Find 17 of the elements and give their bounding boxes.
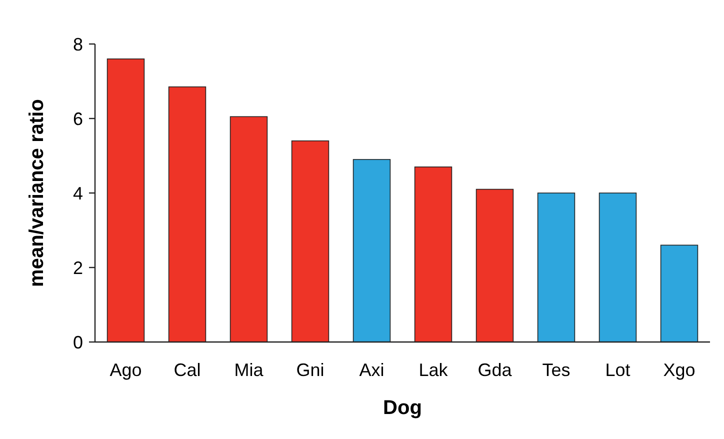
y-tick-label: 6 bbox=[72, 108, 83, 129]
x-tick-label: Mia bbox=[234, 360, 264, 380]
y-axis-title: mean/variance ratio bbox=[26, 99, 48, 287]
y-tick-label: 0 bbox=[72, 332, 83, 352]
y-tick-label: 8 bbox=[72, 34, 83, 54]
x-tick-label: Lot bbox=[605, 360, 630, 380]
y-tick-label: 2 bbox=[72, 258, 83, 278]
x-tick-label: Xgo bbox=[663, 360, 696, 380]
x-tick-label: Axi bbox=[359, 360, 384, 380]
x-tick-label: Lak bbox=[418, 360, 449, 380]
x-tick-label: Cal bbox=[174, 360, 201, 380]
x-tick-label: Gda bbox=[478, 360, 513, 380]
x-tick-label: Gni bbox=[296, 360, 324, 380]
x-tick-label: Tes bbox=[542, 360, 570, 380]
x-tick-label: Ago bbox=[110, 360, 142, 380]
y-tick-label: 4 bbox=[72, 183, 83, 204]
x-axis-title: Dog bbox=[383, 397, 422, 419]
